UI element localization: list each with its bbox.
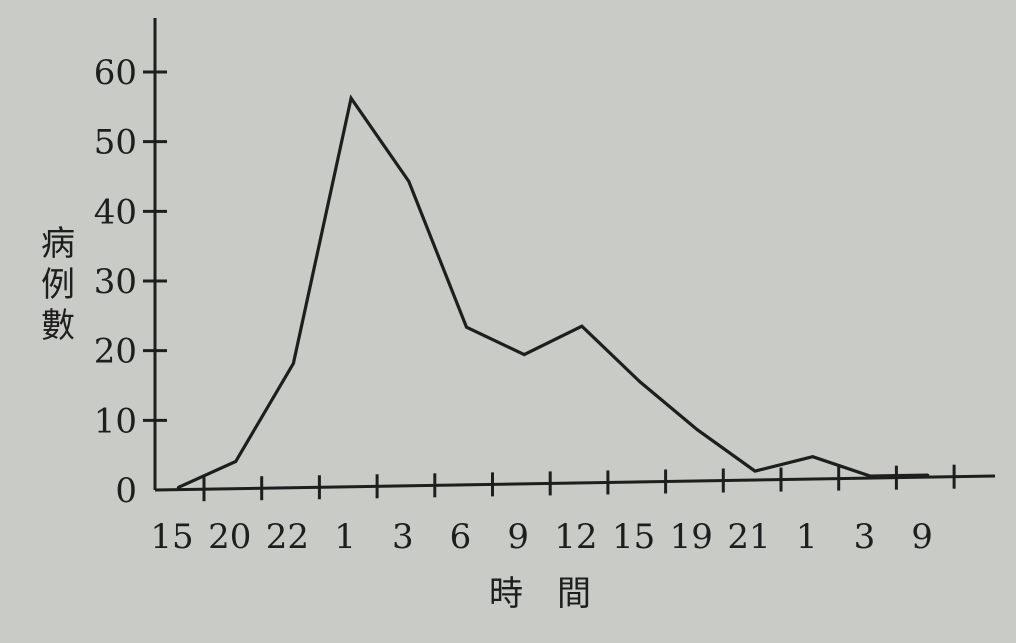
data-point (407, 180, 410, 183)
chart-axes (153, 18, 996, 492)
x-tick-label: 9 (507, 517, 529, 557)
x-tick-label: 12 (554, 517, 597, 557)
data-point (869, 474, 872, 478)
data-point (465, 325, 468, 329)
data-point (580, 325, 584, 328)
y-axis-title-char: 病 (41, 224, 75, 264)
data-point (349, 97, 353, 100)
y-tick-label: 60 (94, 53, 137, 93)
y-axis-title-char: 數 (41, 306, 75, 346)
data-point (523, 353, 526, 356)
x-axis-ticks: 15 20 22 1 3 6 9 12 15 19 21 1 3 9 (150, 464, 956, 557)
data-point (176, 486, 180, 489)
y-tick-label: 0 (115, 471, 137, 511)
series-line (177, 94, 929, 490)
y-axis-ticks: 0 10 20 30 40 50 60 (94, 53, 167, 511)
y-tick-label: 10 (94, 401, 137, 441)
x-tick-label: 1 (796, 517, 818, 557)
data-point (753, 469, 757, 473)
data-point (926, 473, 930, 477)
data-point (811, 455, 814, 458)
data-point (234, 460, 237, 463)
x-axis-line (154, 474, 996, 492)
x-tick-label: 21 (727, 517, 770, 557)
series-layer (176, 94, 930, 490)
x-tick-label: 1 (334, 517, 356, 557)
data-point (638, 380, 641, 383)
x-tick-label: 22 (266, 517, 309, 557)
y-axis-title-char: 例 (41, 265, 75, 305)
data-point (696, 428, 699, 431)
x-tick-label: 20 (208, 517, 251, 557)
y-axis-title: 病例數 (41, 224, 75, 346)
x-tick-label: 3 (854, 517, 876, 557)
x-tick-label: 19 (670, 517, 713, 557)
x-tick-label: 15 (150, 517, 193, 557)
y-tick-label: 20 (94, 332, 137, 372)
x-tick-label: 6 (450, 517, 472, 557)
y-tick-label: 40 (94, 192, 137, 232)
y-tick-label: 30 (94, 262, 137, 302)
data-point (292, 362, 295, 365)
x-tick-label: 3 (392, 517, 414, 557)
y-tick-label: 50 (94, 123, 137, 163)
x-axis-title: 時 間 (489, 574, 591, 614)
x-tick-label: 9 (911, 517, 933, 557)
x-tick-label: 15 (612, 517, 655, 557)
